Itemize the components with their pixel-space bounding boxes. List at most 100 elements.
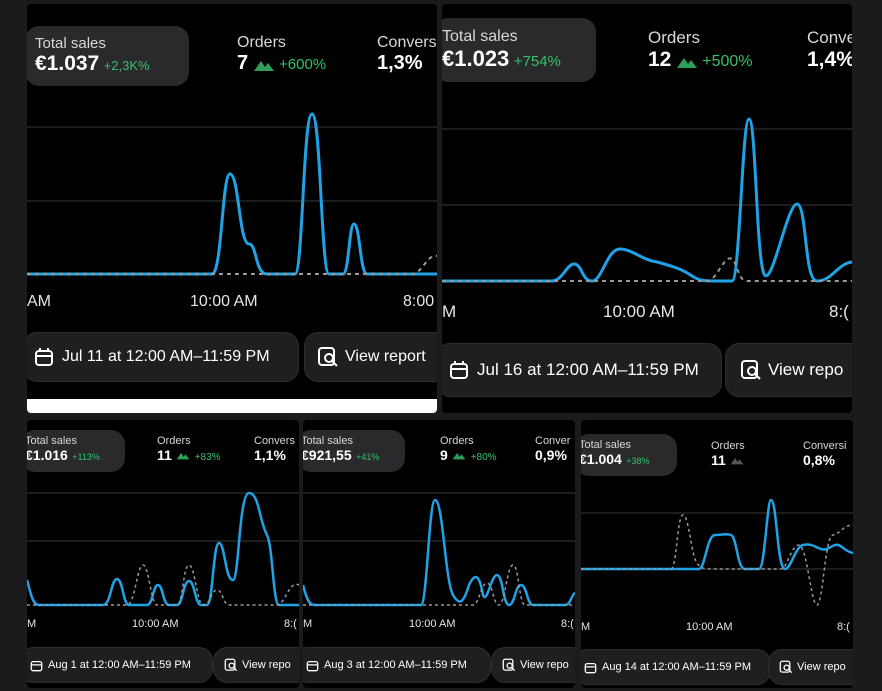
report-search-icon <box>502 658 516 672</box>
calendar-icon <box>306 660 319 671</box>
report-card-aug-14: Total sales €1.004 +38% Orders 11 Conver… <box>581 420 853 688</box>
total-sales-metric: Total sales €1.004 +38% <box>581 434 677 476</box>
orders-change: +80% <box>470 452 497 463</box>
orders-metric: Orders 7 +600% <box>237 34 326 75</box>
axis-label-mid: 10:00 AM <box>409 618 456 630</box>
report-card-aug-1: Total sales €1.016 +113% Orders 11 +83% … <box>27 420 299 688</box>
axis-label-start: M <box>442 302 457 321</box>
conversion-value: 1,4% <box>807 48 852 71</box>
orders-change: +500% <box>702 53 753 70</box>
conversion-metric: Conve 1,4% <box>807 28 852 72</box>
orders-value: 9 <box>440 447 448 463</box>
total-sales-metric: Total sales €921,55 +41% <box>303 430 405 472</box>
total-sales-label: Total sales <box>442 28 518 45</box>
view-report-button[interactable]: View repo <box>768 649 853 685</box>
total-sales-label: Total sales <box>27 435 77 447</box>
view-report-button[interactable]: View repo <box>725 343 852 397</box>
report-search-icon <box>741 360 761 380</box>
total-sales-change: +754% <box>513 53 561 70</box>
total-sales-metric: Total sales €1.016 +113% <box>27 430 125 472</box>
trend-up-icon <box>676 57 697 68</box>
conversion-metric: Conversi 0,8% <box>803 440 846 470</box>
axis-label-end: 8:( <box>837 621 850 633</box>
axis-label-start: AM <box>27 293 51 310</box>
conversion-metric: Convers 1,3% <box>377 34 437 75</box>
conversion-value: 1,3% <box>377 52 423 74</box>
view-report-label: View repo <box>768 360 844 379</box>
axis-label-end: 8:( <box>829 302 849 321</box>
orders-value: 11 <box>157 447 172 463</box>
conversion-metric: Conver 0,9% <box>535 435 570 465</box>
sales-line-chart <box>581 498 853 606</box>
conversion-value: 1,1% <box>254 447 286 463</box>
total-sales-change: +38% <box>626 456 650 466</box>
orders-label: Orders <box>648 28 700 47</box>
orders-metric: Orders 11 <box>711 440 745 470</box>
view-report-button[interactable]: View report <box>304 332 437 382</box>
orders-metric: Orders 12 +500% <box>648 28 753 72</box>
conversion-label: Convers <box>377 34 437 51</box>
axis-label-mid: 10:00 AM <box>190 293 258 310</box>
axis-label-start: M <box>27 618 37 630</box>
view-report-label: View repo <box>242 659 291 671</box>
orders-label: Orders <box>711 440 745 452</box>
trend-up-icon <box>253 60 274 71</box>
orders-label: Orders <box>237 34 286 51</box>
view-report-button[interactable]: View repo <box>491 647 575 683</box>
axis-label-mid: 10:00 AM <box>603 302 675 321</box>
sales-line-chart <box>27 491 299 607</box>
sales-line-chart <box>27 112 437 276</box>
panel-bottom-strip <box>27 399 437 413</box>
total-sales-label: Total sales <box>581 439 631 451</box>
report-card-jul-16: Total sales €1.023 +754% Orders 12 +500%… <box>442 4 852 413</box>
conversion-metric: Convers 1,1% <box>254 435 295 465</box>
axis-label-start: M <box>303 618 313 630</box>
conversion-value: 0,8% <box>803 452 835 468</box>
axis-label-start: M <box>581 621 591 633</box>
axis-label-end: 8:00 <box>403 293 435 310</box>
total-sales-change: +2,3K% <box>103 58 150 73</box>
conversion-value: 0,9% <box>535 447 567 463</box>
calendar-icon <box>584 662 597 673</box>
axis-label-mid: 10:00 AM <box>132 618 179 630</box>
total-sales-metric: Total sales €1.023 +754% <box>442 18 596 82</box>
calendar-icon <box>35 348 53 366</box>
total-sales-value: €921,55 <box>303 447 352 463</box>
conversion-label: Conversi <box>803 440 847 452</box>
orders-label: Orders <box>157 435 191 447</box>
orders-metric: Orders 9 +80% <box>440 435 497 465</box>
orders-metric: Orders 11 +83% <box>157 435 221 465</box>
orders-value: 7 <box>237 52 249 74</box>
orders-change: +600% <box>279 56 327 73</box>
conversion-label: Conver <box>535 435 571 447</box>
calendar-icon <box>450 361 468 379</box>
axis-label-mid: 10:00 AM <box>686 621 733 633</box>
date-range-button[interactable]: Aug 3 at 12:00 AM–11:59 PM <box>303 647 491 683</box>
conversion-label: Convers <box>254 435 295 447</box>
orders-value: 12 <box>648 48 672 71</box>
date-range-button[interactable]: Aug 1 at 12:00 AM–11:59 PM <box>27 647 213 683</box>
total-sales-metric: Total sales €1.037 +2,3K% <box>27 26 189 86</box>
date-range-label: Aug 1 at 12:00 AM–11:59 PM <box>48 659 191 671</box>
total-sales-label: Total sales <box>35 35 106 52</box>
date-range-button[interactable]: Jul 16 at 12:00 AM–11:59 PM <box>442 343 722 397</box>
view-report-label: View repo <box>520 659 569 671</box>
conversion-label: Conve <box>807 28 852 47</box>
date-range-label: Jul 11 at 12:00 AM–11:59 PM <box>62 348 270 365</box>
trend-up-icon <box>176 453 190 460</box>
date-range-button[interactable]: Aug 14 at 12:00 AM–11:59 PM <box>581 649 771 685</box>
sales-line-chart <box>442 117 852 283</box>
report-card-jul-11: Total sales €1.037 +2,3K% Orders 7 +600%… <box>27 4 437 413</box>
date-range-label: Aug 3 at 12:00 AM–11:59 PM <box>324 659 467 671</box>
date-range-label: Jul 16 at 12:00 AM–11:59 PM <box>477 360 699 379</box>
orders-label: Orders <box>440 435 474 447</box>
total-sales-change: +41% <box>356 452 380 462</box>
calendar-icon <box>30 660 43 671</box>
total-sales-label: Total sales <box>303 435 353 447</box>
total-sales-value: €1.023 <box>442 46 510 71</box>
orders-value: 11 <box>711 452 726 468</box>
view-report-label: View report <box>345 348 426 365</box>
view-report-button[interactable]: View repo <box>213 647 299 683</box>
axis-label-end: 8:( <box>561 618 574 630</box>
date-range-button[interactable]: Jul 11 at 12:00 AM–11:59 PM <box>27 332 299 382</box>
